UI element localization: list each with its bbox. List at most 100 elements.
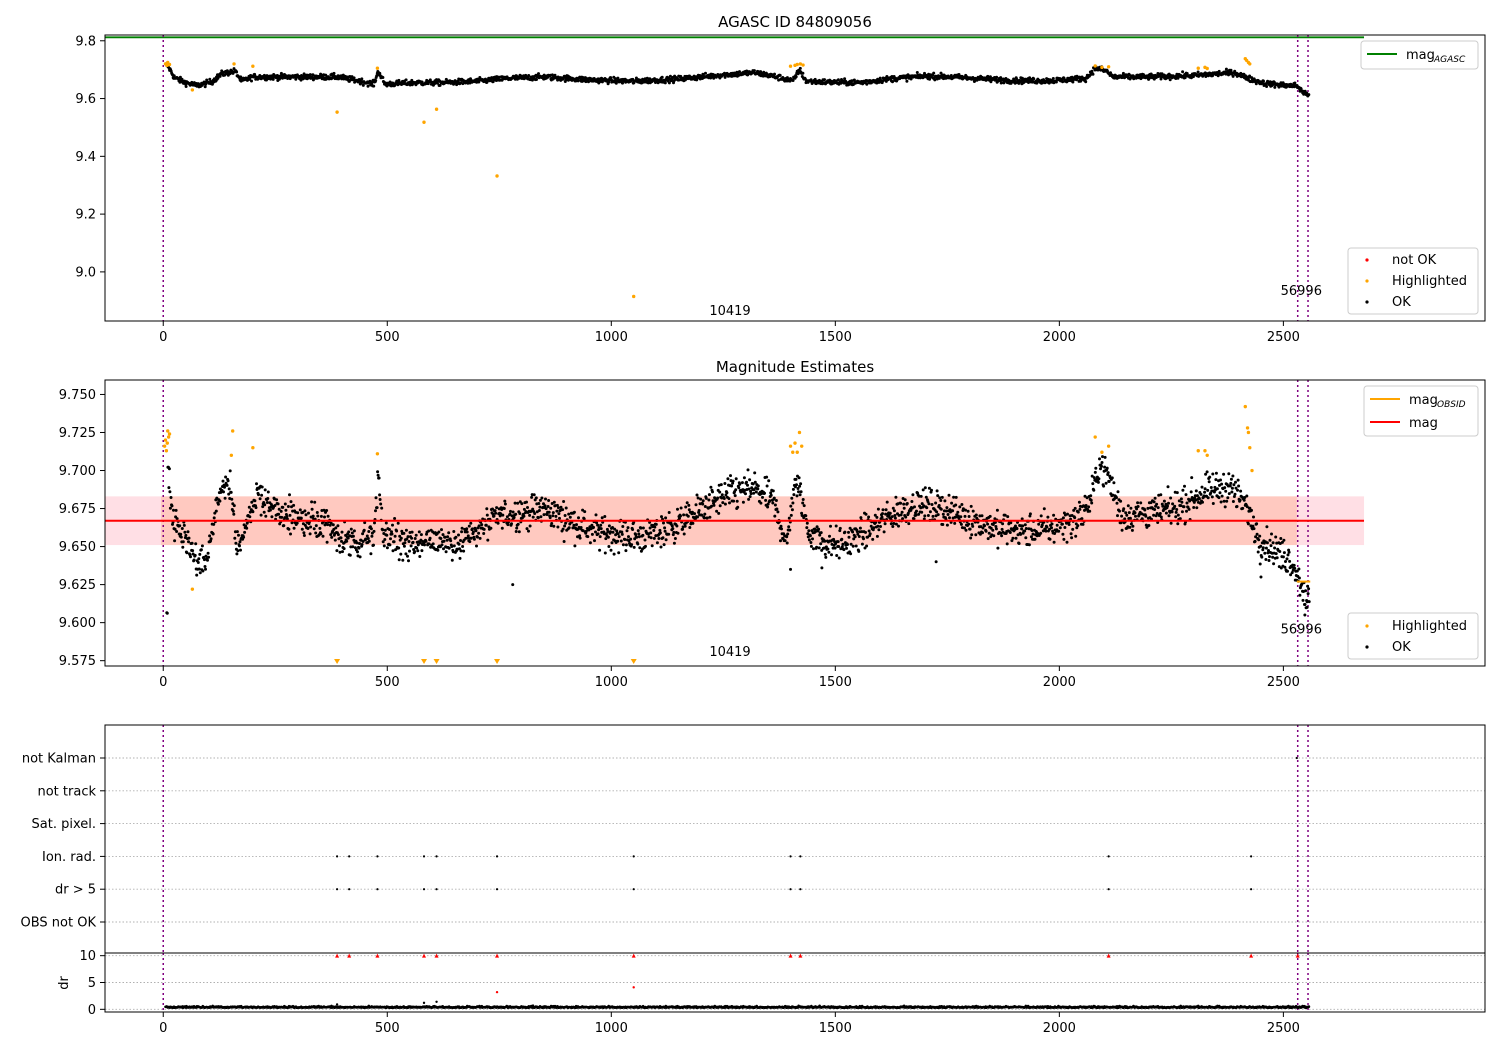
magnitude-ok-point [1292, 563, 1296, 567]
magnitude-ok-point [659, 545, 663, 549]
magnitude-ok-point [768, 499, 772, 503]
magnitude-ok-point [641, 533, 645, 537]
magnitude-ok-point [315, 511, 319, 514]
magnitude-ok-point [1235, 505, 1239, 508]
magnitude-ok-point [815, 545, 819, 549]
magnitude-ok-point [644, 544, 647, 548]
magnitude-ok-point [1246, 522, 1250, 526]
magnitude-ok-point [551, 511, 555, 515]
magnitude-ok-point [969, 504, 973, 508]
magnitude-ok-point [1136, 505, 1140, 508]
magnitude-ok-point [593, 539, 596, 543]
magnitude-ok-point [175, 530, 179, 533]
magnitude-ok-point [920, 510, 924, 514]
magnitude-legend-label-obsid: mag [1409, 393, 1438, 408]
magnitude-ok-point [854, 544, 858, 548]
magnitude-ok-point [1166, 504, 1169, 508]
magnitude-ok-point [1214, 471, 1218, 475]
magnitude-ok-point [1298, 593, 1302, 597]
magnitude-ok-point [699, 497, 703, 501]
magnitude-ok-point [1217, 496, 1221, 500]
magnitude-annotation: 56996 [1281, 622, 1322, 637]
magnitude-ok-point [358, 555, 362, 559]
magnitude-ok-point [1058, 526, 1062, 530]
magnitude-ok-point [673, 537, 677, 540]
magnitude-ok-point [769, 493, 773, 497]
magnitude-ok-point [510, 522, 513, 526]
magnitude-ok-point [167, 486, 171, 490]
magnitude-ok-point [1057, 529, 1061, 533]
magnitude-ok-point [1024, 527, 1028, 530]
magnitude-ok-point [201, 569, 205, 573]
magnitude-ok-point [1189, 490, 1193, 494]
magnitude-ok-point [261, 505, 265, 509]
magnitude-ok-point [312, 527, 316, 531]
magnitude-ok-point [859, 516, 863, 520]
magnitude-ok-point [1045, 525, 1049, 529]
magnitude-ok-point [722, 497, 726, 500]
magnitude-ok-point [930, 503, 934, 506]
magnitude-ok-point [336, 533, 340, 537]
magnitude-ok-point [181, 540, 185, 544]
magnitude-ok-point [1175, 491, 1179, 495]
magnitude-ok-point [1077, 500, 1081, 504]
magnitude-ok-point [711, 490, 714, 494]
magnitude-highlighted-point [229, 453, 234, 458]
magnitude-ok-point [387, 528, 391, 531]
magnitude-ok-point [725, 491, 729, 495]
magnitude-ok-point [805, 526, 809, 530]
magnitude-ok-point [253, 499, 257, 503]
magnitude-ok-point [1208, 475, 1212, 479]
magnitude-ok-point [1231, 474, 1235, 478]
magnitude-legend-label-highlighted: Highlighted [1392, 619, 1467, 634]
magnitude-ok-point [649, 531, 653, 535]
magnitude-ok-point [167, 467, 171, 471]
magnitude-ok-point [284, 508, 288, 512]
magnitude-ok-point [1169, 521, 1173, 525]
agasc-highlighted-point [1196, 66, 1200, 70]
magnitude-ok-point [301, 522, 305, 526]
magnitude-ok-point [876, 507, 880, 511]
magnitude-ok-point [381, 528, 385, 532]
magnitude-ok-point [1144, 514, 1148, 518]
flag-point [632, 888, 635, 891]
magnitude-ok-point [897, 524, 900, 528]
magnitude-ok-point [1104, 481, 1108, 485]
magnitude-ok-point [203, 565, 207, 568]
magnitude-ok-point [410, 536, 414, 540]
magnitude-ok-point [809, 544, 813, 548]
magnitude-ok-point [1230, 486, 1234, 490]
magnitude-ok-point [351, 545, 355, 549]
magnitude-ok-point [849, 552, 853, 556]
magnitude-ok-point [304, 513, 308, 517]
magnitude-ok-point [786, 532, 790, 536]
magnitude-ok-point [549, 506, 553, 510]
magnitude-ok-point [934, 560, 938, 564]
agasc-line-legend-box [1360, 40, 1479, 70]
magnitude-ok-point [939, 507, 943, 511]
magnitude-ok-point [795, 494, 799, 498]
magnitude-ok-point [959, 515, 963, 519]
magnitude-ok-point [410, 530, 414, 534]
magnitude-ok-point [712, 503, 716, 507]
magnitude-ok-point [795, 483, 798, 487]
agasc-ok-point [909, 77, 913, 81]
magnitude-ok-point [759, 501, 763, 505]
agasc-ok-point [791, 79, 795, 82]
magnitude-xtick-label: 0 [159, 675, 167, 690]
magnitude-ok-point [1282, 551, 1286, 555]
magnitude-ok-point [374, 509, 377, 513]
magnitude-ok-point [418, 555, 422, 558]
magnitude-ok-point [952, 495, 956, 499]
magnitude-ok-point [1069, 532, 1073, 536]
magnitude-ok-point [625, 529, 629, 533]
magnitude-ok-point [482, 532, 486, 535]
magnitude-ok-point [915, 509, 918, 513]
agasc-highlighted-point [422, 120, 426, 124]
magnitude-ok-point [837, 556, 841, 560]
magnitude-ok-point [279, 509, 283, 513]
magnitude-ok-point [342, 547, 346, 551]
magnitude-ok-point [936, 513, 940, 517]
agasc-panel-title: AGASC ID 84809056 [718, 13, 872, 31]
magnitude-ok-point [662, 521, 665, 525]
